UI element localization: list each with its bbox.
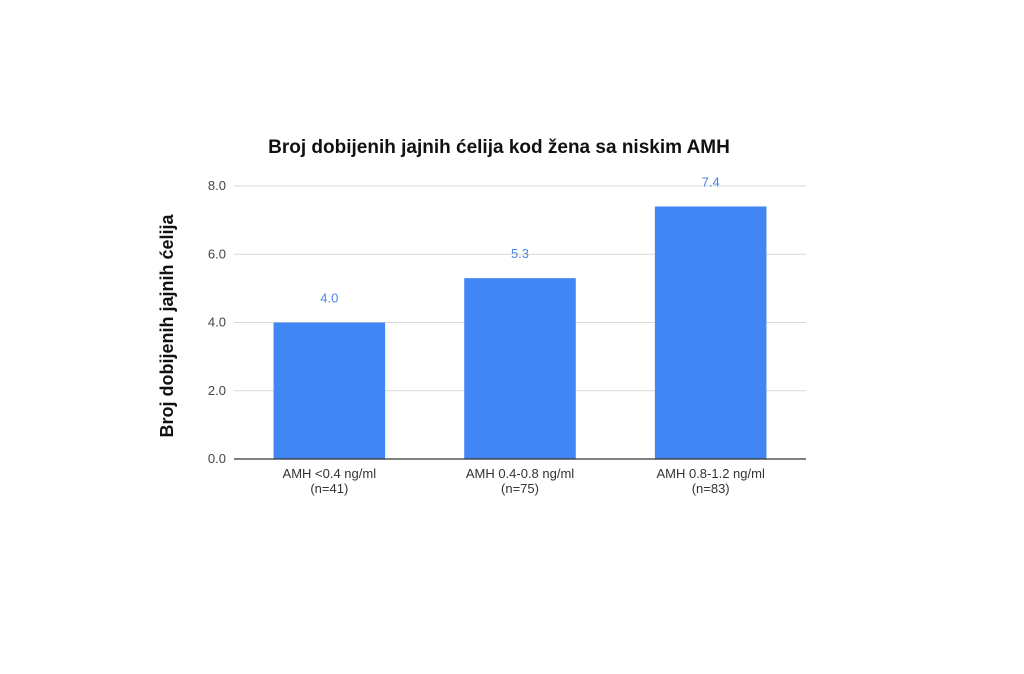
y-axis-ticks: 0.0 2.0 4.0 6.0 8.0 [208,178,226,466]
bars [273,206,767,459]
x-category-label: AMH <0.4 ng/ml [283,466,377,481]
x-category-label: AMH 0.4-0.8 ng/ml [466,466,574,481]
x-axis-categories: AMH <0.4 ng/ml(n=41)AMH 0.4-0.8 ng/ml(n=… [283,466,765,496]
x-category-label: (n=83) [692,481,730,496]
data-label: 7.4 [702,174,720,189]
data-label: 4.0 [320,291,338,306]
y-tick-label: 2.0 [208,383,226,398]
y-tick-label: 4.0 [208,315,226,330]
bar [654,206,767,459]
y-tick-label: 8.0 [208,178,226,193]
x-category-label: (n=75) [501,481,539,496]
bar [464,278,576,459]
bar [273,322,386,459]
y-tick-label: 0.0 [208,451,226,466]
x-category-label: (n=41) [310,481,348,496]
chart-title: Broj dobijenih jajnih ćelija kod žena sa… [268,137,730,158]
data-labels: 4.0 5.3 7.4 [320,174,719,305]
data-label: 5.3 [511,246,529,261]
x-category-label: AMH 0.8-1.2 ng/ml [656,466,764,481]
y-tick-label: 6.0 [208,246,226,261]
y-axis-label: Broj dobijenih jajnih ćelija [157,213,177,437]
